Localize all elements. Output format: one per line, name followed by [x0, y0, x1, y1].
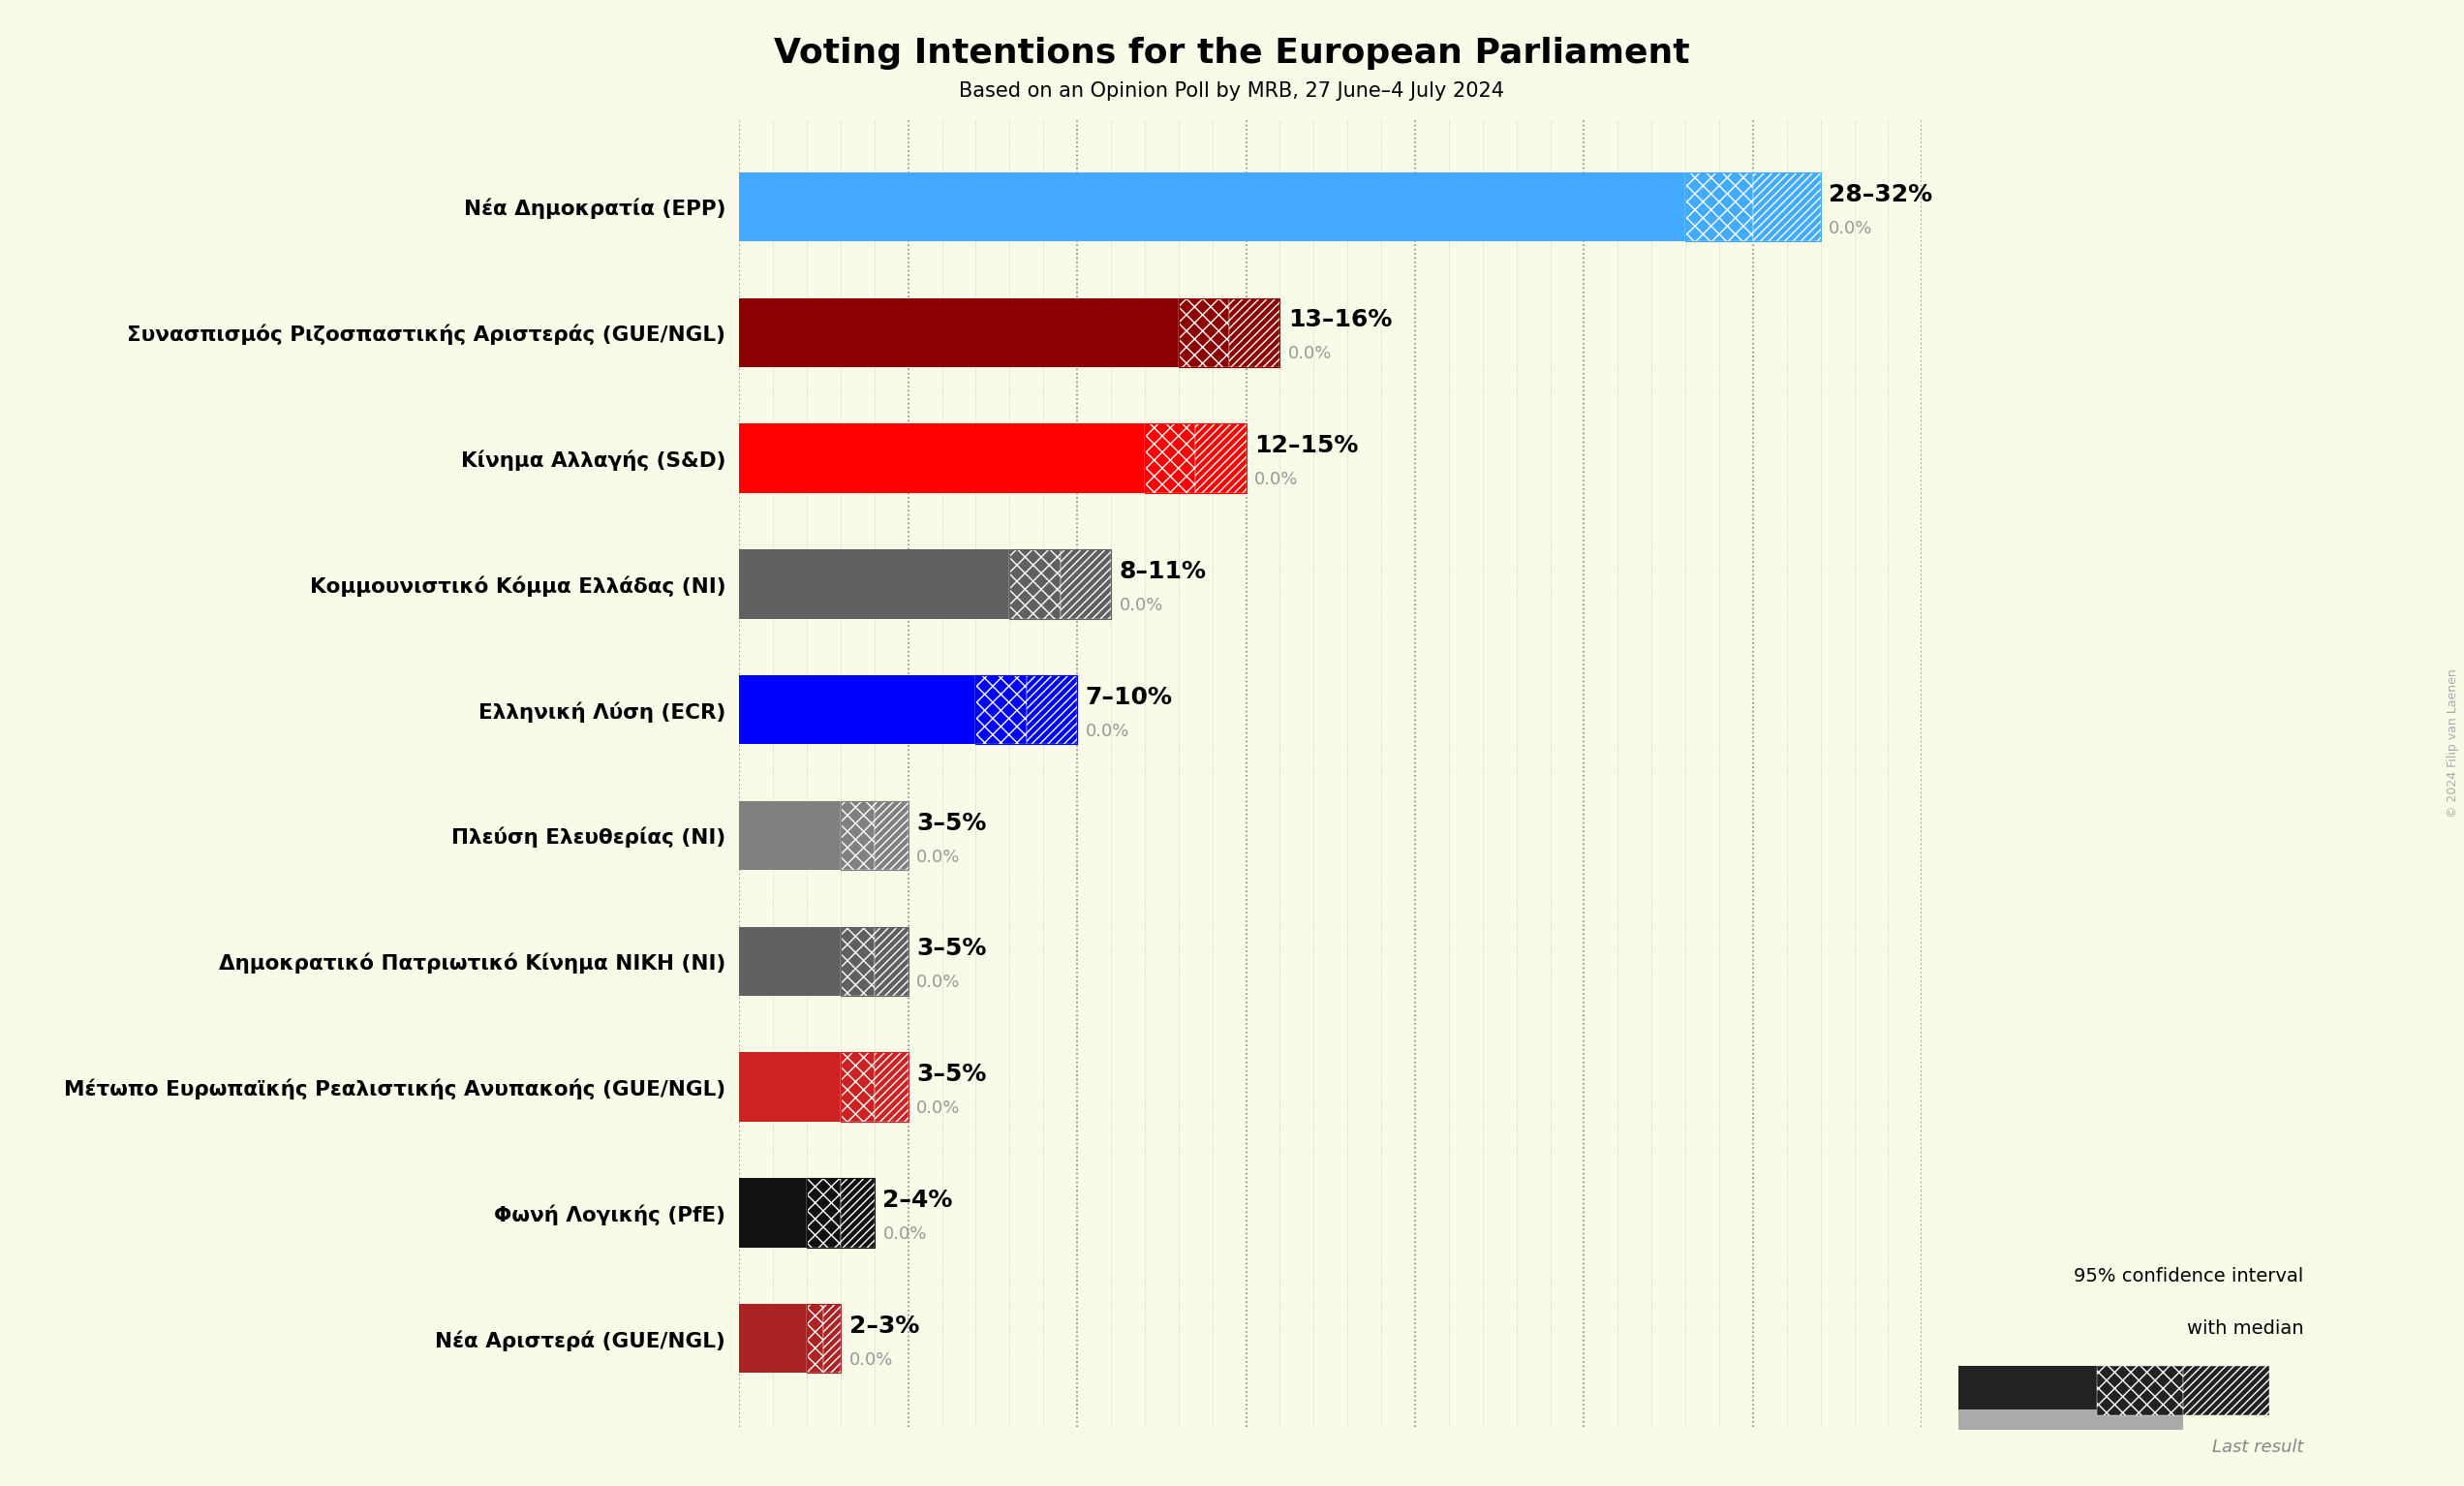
Bar: [875, 801, 909, 871]
Text: 8–11%: 8–11%: [1119, 560, 1207, 583]
Bar: [840, 801, 875, 871]
Bar: [739, 299, 1178, 367]
Bar: [739, 172, 1685, 241]
Bar: [840, 927, 909, 996]
Bar: [823, 1305, 840, 1373]
Text: 3–5%: 3–5%: [917, 938, 986, 960]
Text: Voting Intentions for the European Parliament: Voting Intentions for the European Parli…: [774, 37, 1690, 70]
Bar: [840, 1178, 875, 1247]
Text: © 2024 Filip van Laenen: © 2024 Filip van Laenen: [2447, 669, 2459, 817]
Bar: [840, 927, 875, 996]
Bar: [806, 1178, 840, 1247]
Bar: [1178, 299, 1279, 367]
Text: 2–4%: 2–4%: [882, 1189, 954, 1213]
Bar: [1685, 172, 1821, 241]
Bar: [1752, 172, 1821, 241]
Bar: [739, 675, 976, 744]
Text: 0.0%: 0.0%: [1087, 722, 1129, 740]
Bar: [806, 1178, 875, 1247]
Text: with median: with median: [2188, 1320, 2304, 1337]
Text: Based on an Opinion Poll by MRB, 27 June–4 July 2024: Based on an Opinion Poll by MRB, 27 June…: [958, 82, 1506, 101]
Bar: [739, 801, 840, 871]
Bar: [976, 675, 1027, 744]
Text: 2–3%: 2–3%: [850, 1314, 919, 1337]
Text: Last result: Last result: [2213, 1438, 2304, 1456]
Text: 0.0%: 0.0%: [917, 849, 961, 866]
Text: 0.0%: 0.0%: [917, 973, 961, 991]
Text: 3–5%: 3–5%: [917, 1062, 986, 1086]
Bar: [840, 801, 909, 871]
Bar: [1146, 424, 1247, 493]
Bar: [1060, 550, 1111, 618]
Bar: [739, 1178, 806, 1247]
Text: 3–5%: 3–5%: [917, 811, 986, 835]
Bar: [875, 927, 909, 996]
Text: 12–15%: 12–15%: [1254, 434, 1358, 458]
Bar: [1146, 424, 1195, 493]
Bar: [840, 1052, 909, 1122]
Bar: [1027, 675, 1077, 744]
Bar: [739, 424, 1146, 493]
Bar: [739, 550, 1010, 618]
Text: 0.0%: 0.0%: [1828, 220, 1873, 236]
Bar: [806, 1305, 823, 1373]
Text: 0.0%: 0.0%: [850, 1351, 892, 1369]
Text: 28–32%: 28–32%: [1828, 183, 1932, 207]
Text: 0.0%: 0.0%: [1119, 597, 1163, 614]
Text: 0.0%: 0.0%: [1289, 345, 1333, 363]
Bar: [1685, 172, 1752, 241]
Bar: [1010, 550, 1111, 618]
Bar: [1195, 424, 1247, 493]
Bar: [2183, 1366, 2269, 1415]
Text: 95% confidence interval: 95% confidence interval: [2075, 1268, 2304, 1285]
Bar: [976, 675, 1077, 744]
Bar: [1959, 1366, 2097, 1415]
Text: 0.0%: 0.0%: [917, 1100, 961, 1117]
Bar: [739, 927, 840, 996]
Bar: [1230, 299, 1279, 367]
Text: 13–16%: 13–16%: [1289, 309, 1392, 331]
Bar: [840, 1052, 875, 1122]
Bar: [875, 1052, 909, 1122]
Bar: [2097, 1366, 2183, 1415]
Bar: [739, 1052, 840, 1122]
Bar: [806, 1305, 840, 1373]
Text: 0.0%: 0.0%: [882, 1226, 926, 1242]
Bar: [1959, 1410, 2183, 1430]
Bar: [739, 1305, 806, 1373]
Bar: [1010, 550, 1060, 618]
Bar: [1178, 299, 1230, 367]
Text: 7–10%: 7–10%: [1087, 685, 1173, 709]
Text: 0.0%: 0.0%: [1254, 471, 1299, 489]
